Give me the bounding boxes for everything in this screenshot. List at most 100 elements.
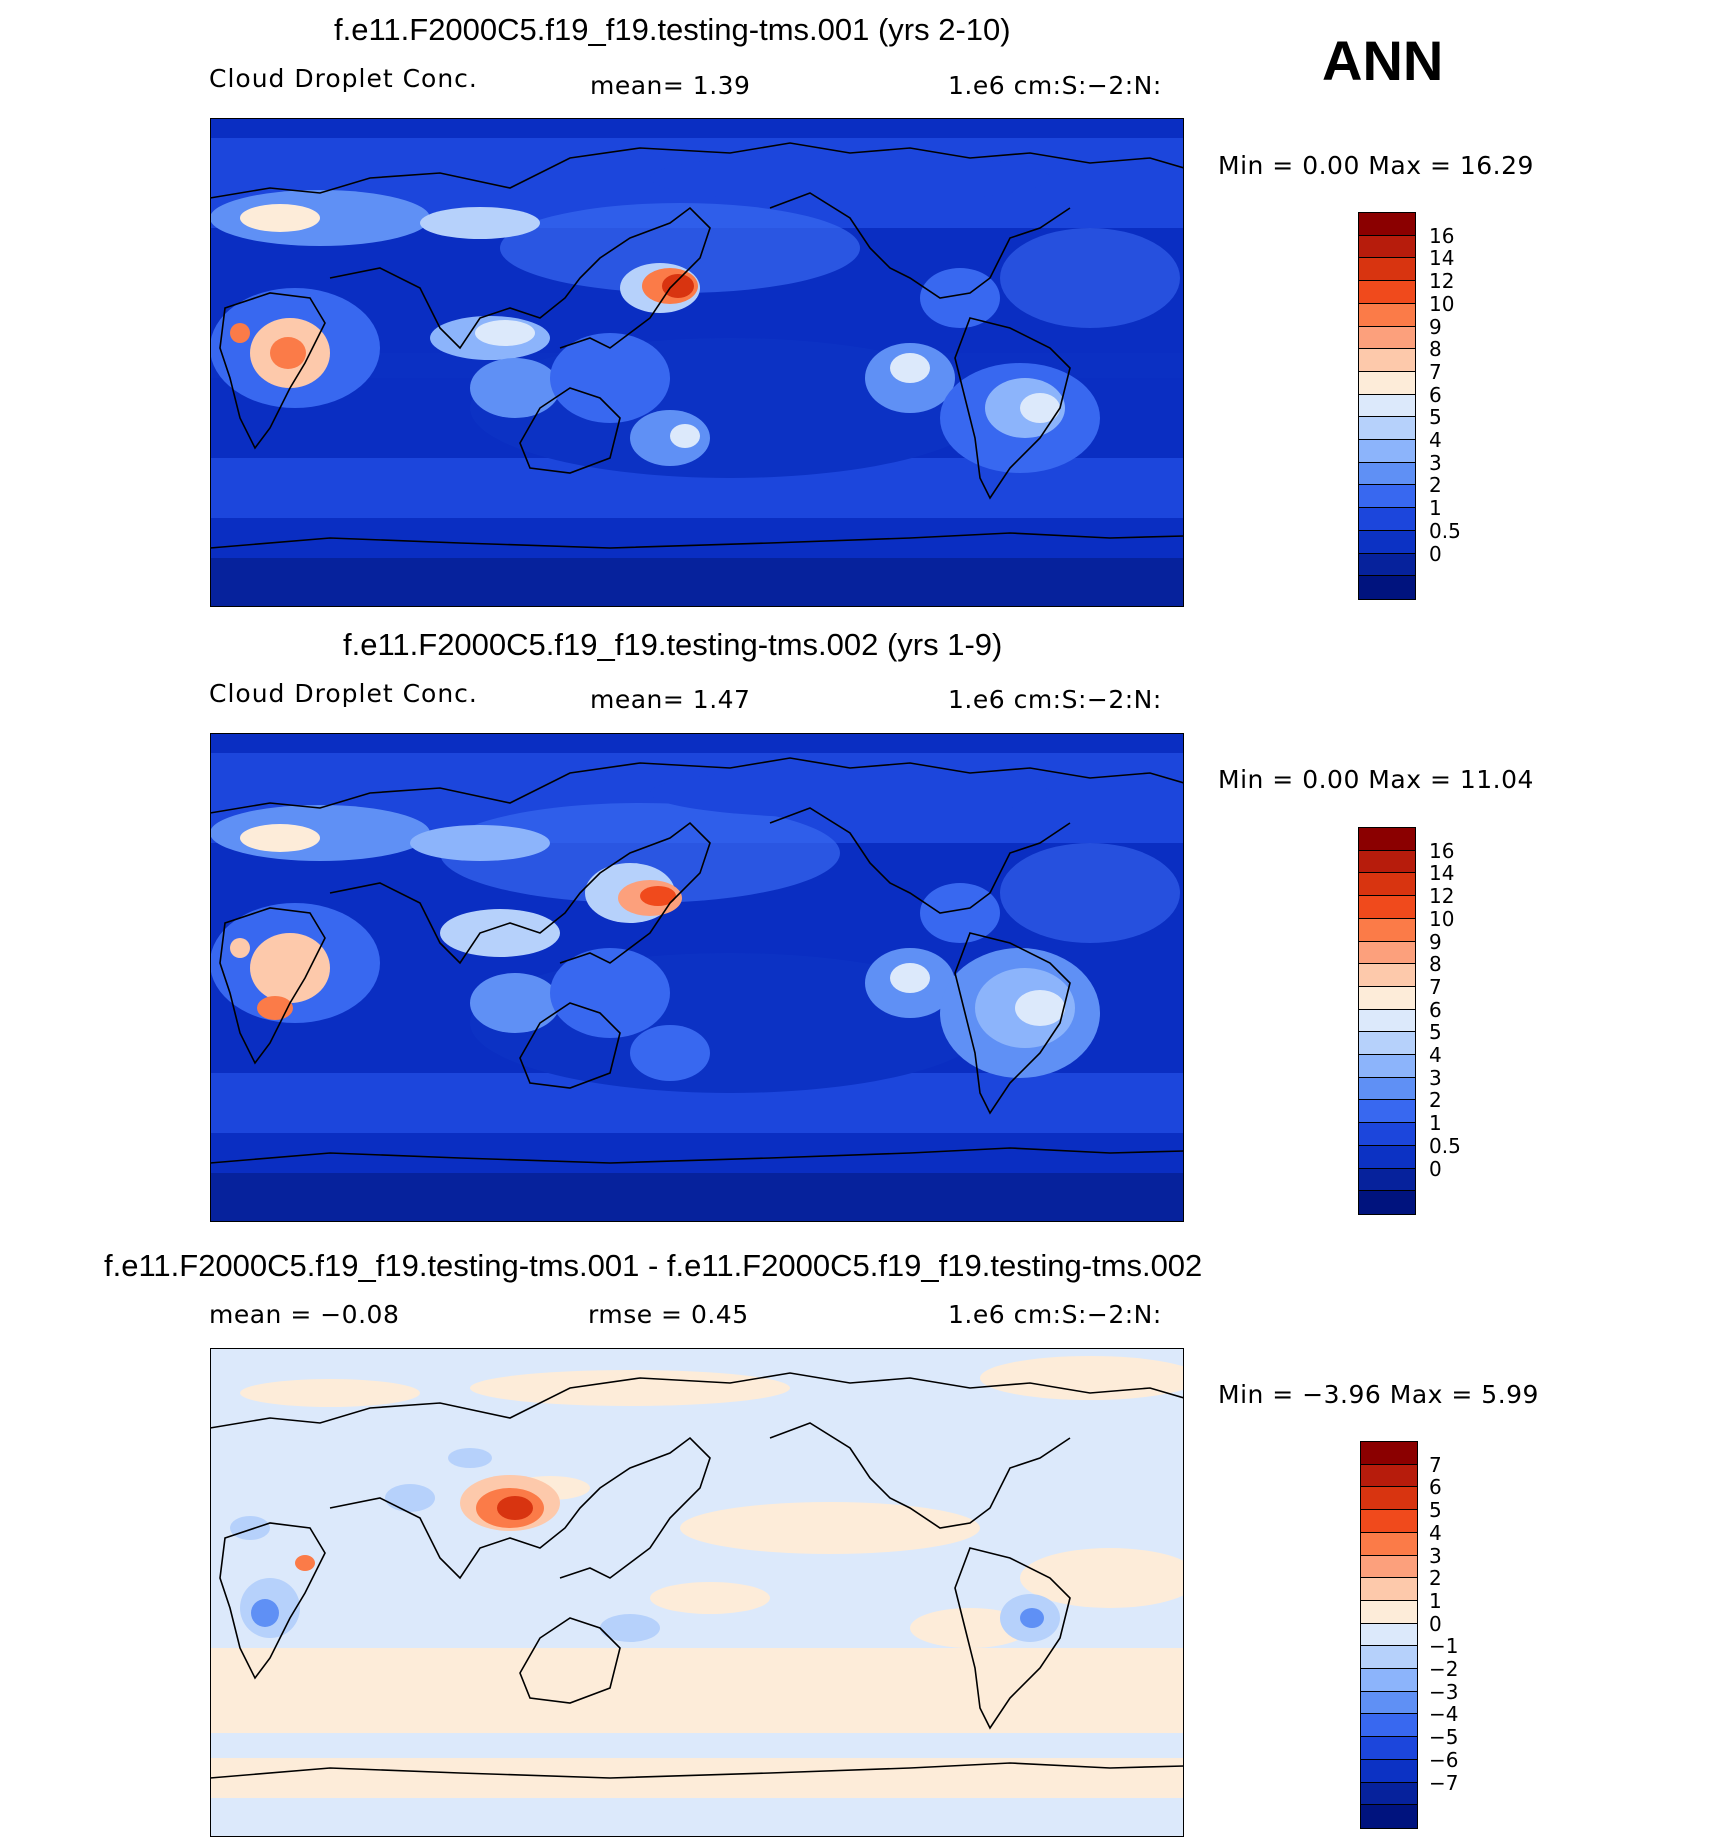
colorbar-tick-label: 7 <box>1429 1452 1442 1477</box>
colorbar-swatch <box>1359 850 1415 874</box>
panel-1-title: f.e11.F2000C5.f19_f19.testing-tms.001 (y… <box>334 12 1011 47</box>
colorbar-tick-label: 5 <box>1429 405 1442 430</box>
colorbar-tick-label: 12 <box>1429 269 1455 294</box>
colorbar-tick-label: 4 <box>1429 1520 1442 1545</box>
colorbar-swatch <box>1361 1669 1417 1692</box>
panel-1-mean: mean= 1.39 <box>590 71 751 100</box>
colorbar-tick-label: 2 <box>1429 473 1442 498</box>
panel-3-colorbar: 7 6 5 4 3 2 1 0 −1 −2 −3 −4 −5 −6 −7 <box>1360 1441 1458 1829</box>
colorbar-swatch <box>1359 1077 1415 1101</box>
panel-3-rmse: rmse = 0.45 <box>588 1300 749 1329</box>
colorbar-tick-label: 5 <box>1429 1498 1442 1523</box>
colorbar-tick-label: −1 <box>1429 1634 1459 1659</box>
colorbar-swatch <box>1361 1782 1417 1806</box>
colorbar-swatch <box>1361 1805 1417 1828</box>
panel-2-mean: mean= 1.47 <box>590 685 751 714</box>
colorbar-tick-label: 0.5 <box>1429 518 1461 543</box>
colorbar-tick-label: 6 <box>1429 997 1442 1022</box>
colorbar-tick-label: 14 <box>1429 246 1455 271</box>
colorbar-swatch <box>1359 485 1415 509</box>
colorbar-tick-label: 3 <box>1429 450 1442 475</box>
colorbar-swatch <box>1359 440 1415 463</box>
colorbar-tick-label: 1 <box>1429 496 1442 521</box>
colorbar-swatch <box>1359 1191 1415 1214</box>
panel-2-map <box>210 733 1184 1222</box>
colorbar-swatch <box>1359 986 1415 1010</box>
colorbar-tick-label: 4 <box>1429 428 1442 453</box>
colorbar-swatch <box>1361 1464 1417 1488</box>
panel-2-colorbar: 16 14 12 10 9 8 7 6 5 4 3 2 1 0.5 0 <box>1358 827 1461 1215</box>
colorbar-tick-label: 0 <box>1429 1611 1442 1636</box>
colorbar-swatch <box>1359 576 1415 599</box>
colorbar-tick-label: −4 <box>1429 1702 1459 1727</box>
colorbar-swatch <box>1359 553 1415 577</box>
colorbar-tick-label: 3 <box>1429 1065 1442 1090</box>
colorbar-swatch <box>1361 1578 1417 1601</box>
colorbar-swatch <box>1359 349 1415 372</box>
colorbar-tick-label: 16 <box>1429 223 1455 248</box>
colorbar-tick-label: 4 <box>1429 1043 1442 1068</box>
panel-3-minmax: Min = −3.96 Max = 5.99 <box>1218 1380 1539 1409</box>
colorbar-swatch <box>1359 873 1415 897</box>
colorbar-swatch <box>1359 1032 1415 1056</box>
colorbar-tick-label: 16 <box>1429 838 1455 863</box>
colorbar-swatch <box>1359 371 1415 395</box>
panel-3-units: 1.e6 cm:S:−2:N: <box>948 1300 1162 1329</box>
colorbar-tick-label: 0 <box>1429 541 1442 566</box>
colorbar-swatches <box>1360 1441 1418 1829</box>
colorbar-tick-label: 7 <box>1429 974 1442 999</box>
panel-1-colorbar: 16 14 12 10 9 8 7 6 5 4 3 2 1 0.5 0 <box>1358 212 1461 600</box>
panel-2-minmax: Min = 0.00 Max = 11.04 <box>1218 765 1534 794</box>
colorbar-swatch <box>1361 1532 1417 1556</box>
colorbar-swatch <box>1359 896 1415 919</box>
colorbar-swatch <box>1359 326 1415 350</box>
colorbar-tick-label: 2 <box>1429 1088 1442 1113</box>
colorbar-tick-label: 3 <box>1429 1543 1442 1568</box>
colorbar-labels: 16 14 12 10 9 8 7 6 5 4 3 2 1 0.5 0 <box>1429 827 1489 1213</box>
colorbar-tick-label: −7 <box>1429 1770 1459 1795</box>
colorbar-tick-label: 0 <box>1429 1156 1442 1181</box>
colorbar-tick-label: 8 <box>1429 952 1442 977</box>
colorbar-swatch <box>1359 941 1415 965</box>
panel-3-map <box>210 1348 1184 1837</box>
panel-1-minmax: Min = 0.00 Max = 16.29 <box>1218 151 1534 180</box>
panel-2-units: 1.e6 cm:S:−2:N: <box>948 685 1162 714</box>
colorbar-tick-label: 9 <box>1429 929 1442 954</box>
colorbar-labels: 16 14 12 10 9 8 7 6 5 4 3 2 1 0.5 0 <box>1429 212 1489 598</box>
colorbar-swatch <box>1361 1714 1417 1738</box>
colorbar-swatch <box>1359 828 1415 851</box>
colorbar-swatch <box>1359 530 1415 554</box>
colorbar-swatches <box>1358 827 1416 1215</box>
panel-3-title: f.e11.F2000C5.f19_f19.testing-tms.001 - … <box>104 1248 1203 1283</box>
colorbar-swatch <box>1359 1123 1415 1146</box>
colorbar-swatch <box>1361 1442 1417 1465</box>
colorbar-swatch <box>1359 394 1415 418</box>
colorbar-labels: 7 6 5 4 3 2 1 0 −1 −2 −3 −4 −5 −6 −7 <box>1429 1441 1489 1827</box>
colorbar-tick-label: 6 <box>1429 382 1442 407</box>
colorbar-swatch <box>1359 235 1415 259</box>
colorbar-tick-label: 8 <box>1429 337 1442 362</box>
panel-2-title: f.e11.F2000C5.f19_f19.testing-tms.002 (y… <box>343 627 1003 662</box>
panel-1-units: 1.e6 cm:S:−2:N: <box>948 71 1162 100</box>
colorbar-swatch <box>1361 1510 1417 1533</box>
colorbar-tick-label: −6 <box>1429 1747 1459 1772</box>
colorbar-swatch <box>1359 918 1415 942</box>
colorbar-swatch <box>1359 1055 1415 1078</box>
colorbar-swatch <box>1361 1737 1417 1760</box>
colorbar-swatch <box>1361 1691 1417 1715</box>
colorbar-swatch <box>1359 462 1415 486</box>
colorbar-tick-label: 10 <box>1429 906 1455 931</box>
colorbar-swatches <box>1358 212 1416 600</box>
colorbar-tick-label: 2 <box>1429 1566 1442 1591</box>
colorbar-tick-label: 7 <box>1429 359 1442 384</box>
colorbar-swatch <box>1359 258 1415 282</box>
colorbar-swatch <box>1359 1100 1415 1124</box>
colorbar-swatch <box>1361 1646 1417 1670</box>
colorbar-tick-label: −3 <box>1429 1679 1459 1704</box>
colorbar-swatch <box>1359 213 1415 236</box>
colorbar-swatch <box>1359 417 1415 441</box>
colorbar-tick-label: 5 <box>1429 1020 1442 1045</box>
colorbar-tick-label: −5 <box>1429 1725 1459 1750</box>
colorbar-swatch <box>1359 1145 1415 1169</box>
panel-2-variable-label: Cloud Droplet Conc. <box>209 679 478 708</box>
